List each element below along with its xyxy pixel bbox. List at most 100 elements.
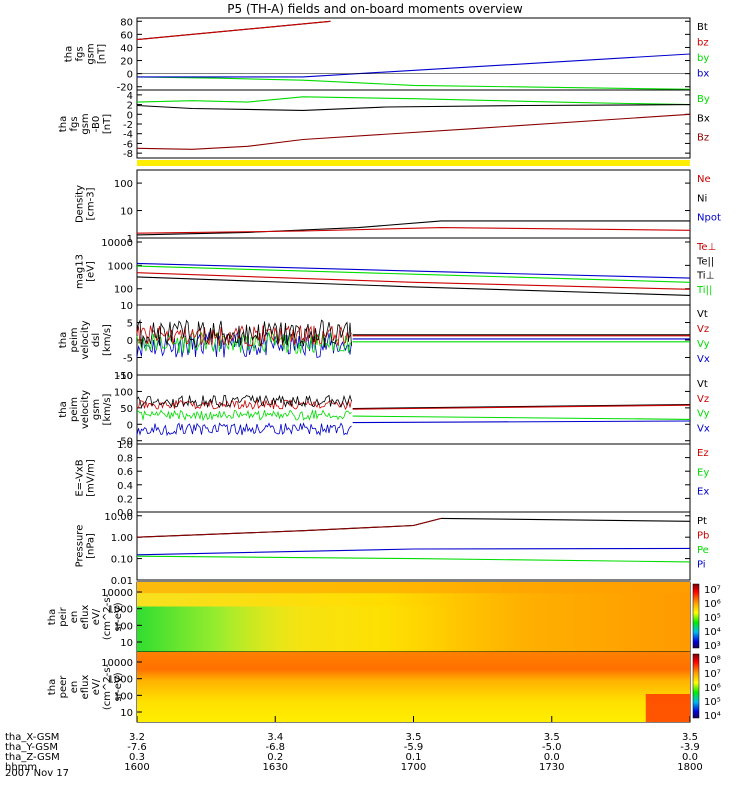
y-tick-label: 100 — [114, 691, 133, 702]
x-row-value: 0.1 — [406, 752, 422, 763]
series-Ne — [136, 227, 691, 234]
chart-title: P5 (TH-A) fields and on-board moments ov… — [227, 2, 523, 16]
panel-fgs-gsm: 80 60 40 20 0 -20 tha fgs gsm [nT] Bt bz by bx — [64, 17, 710, 93]
x-row-value: -5.9 — [404, 742, 424, 753]
x-axis-labels: tha_X-GSM 3.2 3.4 3.5 3.5 3.5 tha_Y-GSM -7.6 -6.… — [5, 716, 703, 779]
y-tick-label: 50 — [120, 404, 133, 415]
series-Bx — [136, 104, 691, 111]
y-tick-label: 0.8 — [117, 454, 133, 465]
series-Bz — [136, 113, 691, 150]
y-axis-label: eV/ — [91, 678, 102, 695]
y-tick-label: 0.2 — [117, 494, 133, 505]
y-axis-label: dsl — [91, 333, 102, 347]
legend-By: By — [697, 94, 710, 105]
y-tick-label: -20 — [117, 83, 133, 94]
x-row-label: tha_X-GSM — [5, 732, 59, 743]
panel-ion-spectrogram: 10000 1000 100 10 10⁷ 10⁶ 10⁵ 10⁴ 10³ tha peir en ef… — [47, 581, 721, 653]
legend-by: by — [697, 53, 709, 64]
y-axis-label: eflux — [80, 605, 91, 630]
noise-trace — [136, 422, 352, 437]
y-tick-label: -8 — [123, 149, 133, 160]
y-axis-label: sr-eV) — [113, 602, 124, 631]
series-Te|| — [136, 276, 691, 296]
series-Vt — [352, 404, 691, 410]
x-row-value: 0.2 — [267, 752, 283, 763]
colorbar-label: 10⁷ — [704, 585, 721, 596]
y-tick-label: -50 — [117, 437, 133, 448]
legend-Bt: Bt — [697, 22, 708, 33]
noise-trace — [136, 409, 352, 422]
legend-Ex: Ex — [697, 487, 709, 498]
y-axis-label: en — [69, 681, 80, 694]
x-row-value: 1600 — [124, 762, 149, 773]
y-tick-label: 10 — [120, 301, 133, 312]
y-axis-label: fgs — [75, 46, 86, 61]
x-row-value: 1800 — [677, 762, 702, 773]
x-row-value: 1630 — [263, 762, 288, 773]
legend-Ey: Ey — [697, 467, 709, 478]
noise-trace — [136, 331, 352, 359]
legend-Ne: Ne — [697, 174, 711, 185]
panel-temperature: 10000 1000 100 mag13 [eV] Te⊥ Te|| Ti⊥ Ti|| — [75, 237, 716, 306]
colorbar-label: 10⁷ — [704, 669, 721, 680]
y-tick-label: 1.00 — [111, 533, 133, 544]
y-tick-label: 80 — [120, 17, 133, 28]
panel-pressure: 10.00 1.00 0.10 0.01 Pressure [nPa] Pt Pb Pe Pi — [75, 511, 709, 587]
panel-fgs-gse: 420-2-4-6-8 tha fgs gsm -B0 [nT] By Bx Bz — [58, 89, 710, 166]
y-tick-label: -6 — [123, 139, 133, 150]
y-tick-label: 1 — [127, 234, 133, 245]
y-tick-label: -2 — [123, 120, 133, 131]
legend-Ez: Ez — [697, 448, 709, 459]
y-tick-label: 100 — [114, 285, 133, 296]
legend-Bz: Bz — [697, 133, 709, 144]
y-tick-label: 1000 — [108, 605, 133, 616]
y-tick-label: 10.00 — [104, 512, 133, 523]
y-tick-label: 0 — [127, 110, 133, 121]
series-bx — [137, 53, 691, 78]
legend-bx: bx — [697, 69, 709, 80]
y-tick-label: 2 — [127, 101, 133, 112]
y-axis-label: Density — [75, 185, 86, 223]
y-axis-label: [nT] — [102, 114, 113, 134]
series-Pe — [136, 547, 691, 556]
x-row-value: -7.6 — [127, 742, 147, 753]
x-row-value: 1730 — [539, 762, 564, 773]
x-row-value: -6.8 — [265, 742, 285, 753]
x-row-value: 3.4 — [267, 732, 283, 743]
y-axis-label: tha — [58, 401, 69, 417]
y-axis-label: -B0 — [91, 116, 102, 132]
noise-trace — [136, 394, 352, 409]
series-Vz — [352, 404, 691, 410]
date-label: 2007 Nov 17 — [5, 768, 69, 779]
legend-Pt: Pt — [697, 516, 707, 527]
colorbar-label: 10⁴ — [704, 627, 721, 638]
panel-frame — [136, 374, 691, 445]
y-tick-label: 0.4 — [117, 481, 133, 492]
legend-Bx: Bx — [697, 113, 710, 124]
panel-frame — [136, 443, 691, 513]
y-axis-label: eV/ — [91, 608, 102, 625]
y-tick-label: 1.0 — [117, 440, 133, 451]
series-Te⊥ — [136, 272, 691, 290]
legend-Vx: Vx — [697, 423, 710, 434]
x-row-value: 3.5 — [544, 732, 560, 743]
series-Ni — [136, 220, 690, 236]
noise-trace — [136, 399, 352, 411]
series-Vy — [352, 415, 691, 420]
x-row-label: tha_Y-GSM — [5, 742, 58, 753]
y-axis-label: peer — [58, 675, 69, 699]
y-tick-label: 1000 — [108, 261, 133, 272]
heatmap-base — [137, 652, 690, 722]
legend-Vz: Vz — [697, 394, 709, 405]
y-axis-label: peir — [58, 606, 69, 626]
y-axis-label: (cm^2-s- — [102, 593, 113, 640]
panel-density: 100 10 1 Density [cm-3] Ne Ni Npot — [75, 169, 721, 245]
y-tick-label: 100 — [114, 179, 133, 190]
y-tick-label: 0.01 — [111, 576, 133, 587]
colorbar-label: 10⁶ — [704, 683, 721, 694]
colorbar-label: 10⁵ — [704, 697, 721, 708]
legend-Ti⊥: Ti⊥ — [696, 271, 714, 282]
y-tick-label: -5 — [123, 354, 133, 365]
y-axis-label: mag13 — [75, 254, 86, 289]
